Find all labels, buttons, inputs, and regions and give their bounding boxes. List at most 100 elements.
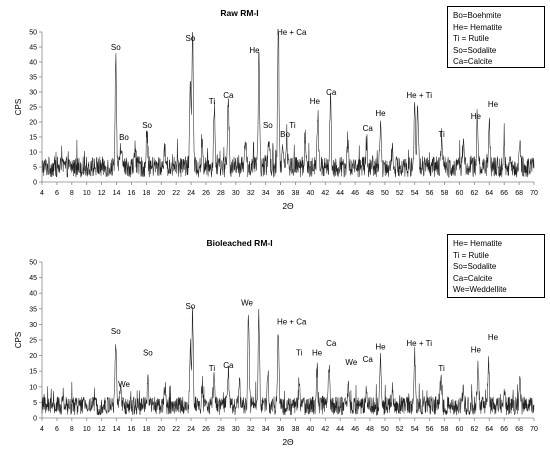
legend-entry: Ca=Calcite	[453, 273, 493, 283]
peak-annotation: He + Ti	[406, 91, 432, 100]
peak-annotation: Ti	[289, 121, 296, 130]
peak-annotation: Ca	[363, 124, 374, 133]
x-tick-label: 66	[500, 426, 508, 433]
y-tick-label: 15	[29, 135, 37, 142]
y-axis-label: CPS	[14, 99, 23, 115]
legend-entry: So=Sodalite	[453, 262, 497, 271]
peak-annotation: He + Ca	[277, 28, 307, 37]
peak-annotation: He + Ti	[406, 339, 432, 348]
x-tick-label: 32	[247, 426, 255, 433]
peak-annotation: He	[312, 349, 323, 358]
peak-annotation: Ca	[363, 355, 374, 364]
y-tick-label: 20	[29, 120, 37, 127]
x-tick-label: 58	[441, 426, 449, 433]
legend-bioleached: He= Hematite Ti = Rutile So=Sodalite Ca=…	[447, 234, 545, 298]
x-tick-label: 50	[381, 426, 389, 433]
x-tick-label: 68	[515, 426, 523, 433]
x-tick-label: 4	[40, 190, 44, 197]
peak-annotation: Ti	[209, 97, 216, 106]
x-tick-label: 12	[98, 190, 106, 197]
y-tick-label: 10	[29, 384, 37, 391]
peak-annotation: Bo	[280, 130, 290, 139]
y-tick-label: 40	[29, 291, 37, 298]
x-tick-label: 34	[262, 190, 270, 197]
y-tick-label: 30	[29, 90, 37, 97]
y-tick-label: 30	[29, 322, 37, 329]
peak-annotation: So	[111, 43, 121, 52]
x-tick-label: 30	[232, 190, 240, 197]
x-tick-label: 46	[351, 190, 359, 197]
xrd-pattern-line	[41, 31, 535, 178]
x-tick-label: 56	[426, 426, 434, 433]
x-tick-label: 56	[426, 190, 434, 197]
x-tick-label: 60	[456, 426, 464, 433]
x-tick-label: 18	[142, 426, 150, 433]
peak-annotation: We	[241, 299, 253, 308]
x-tick-label: 10	[83, 426, 91, 433]
x-tick-label: 52	[396, 426, 404, 433]
peak-annotation: So	[185, 302, 195, 311]
legend-entry: Ti = Rutile	[453, 250, 489, 260]
x-tick-label: 66	[500, 190, 508, 197]
peak-annotation: Ca	[223, 361, 234, 370]
peak-annotation: So	[142, 121, 152, 130]
x-tick-label: 40	[306, 426, 314, 433]
y-tick-label: 35	[29, 306, 37, 313]
peak-annotation: He	[375, 342, 386, 351]
y-tick-label: 5	[33, 165, 37, 172]
peak-annotation: So	[143, 349, 153, 358]
x-tick-label: 24	[187, 426, 195, 433]
x-tick-label: 6	[55, 190, 59, 197]
x-tick-label: 60	[456, 190, 464, 197]
x-tick-label: 10	[83, 190, 91, 197]
xrd-pattern-line	[41, 307, 535, 416]
y-tick-label: 0	[33, 180, 37, 187]
x-tick-label: 8	[70, 426, 74, 433]
x-tick-label: 40	[306, 190, 314, 197]
y-tick-label: 50	[29, 260, 37, 267]
x-tick-label: 58	[441, 190, 449, 197]
peak-annotation: Ti	[438, 364, 445, 373]
x-tick-label: 38	[292, 426, 300, 433]
x-tick-label: 64	[485, 190, 493, 197]
x-tick-label: 8	[70, 190, 74, 197]
x-tick-label: 20	[157, 190, 165, 197]
x-tick-label: 70	[530, 190, 538, 197]
peak-annotation: So	[111, 327, 121, 336]
legend-raw: Bo=Boehmite He= Hematite Ti = Rutile So=…	[447, 6, 545, 68]
xrd-chart-raw: Raw RM-I CPS 2Θ 0 5 10 15 20 25 30 35 40 45 50 4 6 8 10 12…	[0, 0, 550, 214]
peak-annotation: He + Ca	[277, 317, 307, 326]
xrd-chart-bioleached: Bioleached RM-I CPS 2Θ 0 5 10 15 20 25 30 35 40 45 50…	[0, 228, 550, 456]
peak-annotation: Ca	[223, 91, 234, 100]
peak-annotation: He	[471, 345, 482, 354]
x-tick-label: 62	[470, 190, 478, 197]
x-tick-label: 62	[470, 426, 478, 433]
x-tick-label: 36	[277, 426, 285, 433]
x-tick-label: 28	[217, 190, 225, 197]
y-tick-label: 35	[29, 75, 37, 82]
x-tick-label: 54	[411, 426, 419, 433]
y-tick-label: 15	[29, 369, 37, 376]
chart-title: Bioleached RM-I	[206, 238, 272, 248]
legend-entry: We=Weddellite	[453, 285, 507, 294]
y-tick-label: 25	[29, 105, 37, 112]
peak-annotation: Ti	[209, 364, 216, 373]
x-tick-label: 54	[411, 190, 419, 197]
chart-title: Raw RM-I	[220, 8, 258, 18]
peak-annotation: So	[263, 121, 273, 130]
peak-annotation: Bo	[119, 133, 129, 142]
y-tick-label: 50	[29, 30, 37, 37]
y-tick-label: 40	[29, 60, 37, 67]
peak-annotation: Ti	[438, 130, 445, 139]
peak-annotation: So	[185, 34, 195, 43]
x-tick-label: 6	[55, 426, 59, 433]
y-tick-label: 45	[29, 45, 37, 52]
peak-annotation: He	[375, 109, 386, 118]
x-tick-label: 52	[396, 190, 404, 197]
x-tick-label: 42	[321, 190, 329, 197]
x-tick-label: 16	[128, 426, 136, 433]
x-tick-label: 18	[142, 190, 150, 197]
x-tick-label: 48	[366, 190, 374, 197]
x-tick-label: 28	[217, 426, 225, 433]
